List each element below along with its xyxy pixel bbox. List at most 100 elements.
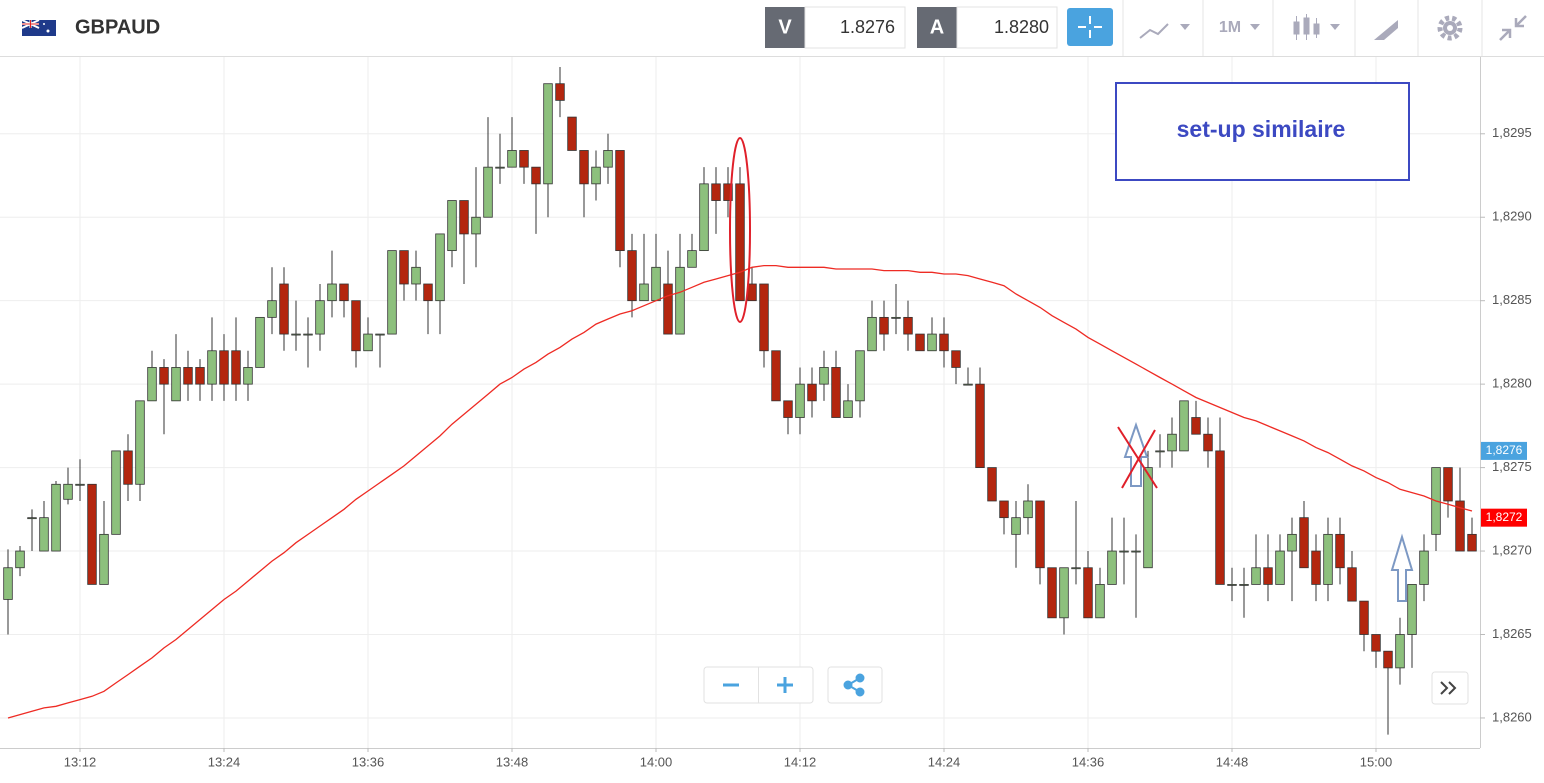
y-tick-label: 1,8260 bbox=[1492, 709, 1532, 724]
candle-body bbox=[963, 383, 973, 386]
candle-body bbox=[639, 283, 649, 302]
candle-body bbox=[1239, 584, 1249, 586]
candle-body bbox=[15, 550, 25, 569]
candle-body bbox=[387, 250, 397, 335]
candle-body bbox=[711, 183, 721, 201]
candle-body bbox=[651, 266, 661, 302]
ask-box[interactable] bbox=[956, 6, 1058, 49]
candle-body bbox=[879, 316, 889, 335]
candle-body bbox=[411, 266, 421, 285]
candle-body bbox=[543, 83, 553, 185]
candle-body bbox=[315, 300, 325, 335]
candle-body bbox=[1275, 550, 1285, 585]
candle-body bbox=[1371, 634, 1381, 652]
bid-label-box bbox=[765, 7, 805, 48]
candle-body bbox=[243, 367, 253, 385]
candle-body bbox=[1251, 567, 1261, 585]
moving-average-line bbox=[7, 264, 1473, 719]
candle-body bbox=[567, 116, 577, 151]
candle-body bbox=[291, 333, 301, 336]
candle-body bbox=[279, 283, 289, 335]
candle-body bbox=[63, 483, 73, 500]
indicators-button[interactable] bbox=[1139, 23, 1190, 39]
candle-body bbox=[831, 367, 841, 418]
candle-body bbox=[1455, 500, 1465, 552]
price-marker-label: 1,8276 bbox=[1486, 443, 1523, 457]
candle-body bbox=[51, 483, 61, 552]
candle-body bbox=[495, 166, 505, 169]
candle-body bbox=[915, 333, 925, 352]
settings-button[interactable] bbox=[1437, 15, 1463, 41]
share-box bbox=[827, 666, 883, 704]
timeframe[interactable]: 1M bbox=[1219, 19, 1241, 36]
candle-body bbox=[75, 483, 85, 486]
candle-body bbox=[555, 83, 565, 101]
annotations: set-up similaire bbox=[729, 82, 1414, 602]
candle-body bbox=[735, 183, 745, 302]
candle-body bbox=[699, 183, 709, 252]
candle-body bbox=[579, 150, 589, 185]
candle-body bbox=[603, 150, 613, 168]
candle-body bbox=[39, 517, 49, 552]
candle-body bbox=[687, 250, 697, 268]
x-tick-label: 14:24 bbox=[928, 754, 961, 769]
bid-price: 1.8276 bbox=[840, 17, 895, 37]
y-tick-label: 1,8285 bbox=[1492, 292, 1532, 307]
candle-body bbox=[531, 166, 541, 185]
candle-body bbox=[207, 350, 217, 385]
candle-body bbox=[483, 166, 493, 218]
arrow-up bbox=[1123, 421, 1149, 487]
candle-body bbox=[111, 450, 121, 535]
plot-area: 1,8260 1,8265 1,8270 1,8275 1,8280 1,8285 1,82… bbox=[0, 57, 1532, 769]
chart-type-button[interactable] bbox=[1293, 14, 1340, 40]
candle-body bbox=[1395, 634, 1405, 669]
candle-body bbox=[327, 283, 337, 302]
candle-body bbox=[747, 283, 757, 302]
crosshair-icon bbox=[1078, 16, 1102, 38]
candle-body bbox=[615, 150, 625, 252]
candle-body bbox=[1215, 450, 1225, 585]
price-marker bbox=[1481, 441, 1527, 460]
candle-body bbox=[1419, 550, 1429, 585]
candle-body bbox=[867, 316, 877, 352]
annotation-text: set-up similaire bbox=[1177, 116, 1346, 142]
candle-body bbox=[675, 266, 685, 335]
candle-body bbox=[1263, 567, 1273, 585]
candle-body bbox=[819, 367, 829, 385]
share-button[interactable] bbox=[843, 673, 865, 697]
candle-body bbox=[807, 383, 817, 402]
candle-body bbox=[183, 367, 193, 385]
x-tick-label: 14:48 bbox=[1216, 754, 1249, 769]
candle-body bbox=[1323, 533, 1333, 585]
crosshair-button[interactable] bbox=[1067, 8, 1113, 46]
x-tick-label: 14:36 bbox=[1072, 754, 1105, 769]
candle-body bbox=[759, 283, 769, 352]
candle-body bbox=[1287, 533, 1297, 552]
candle-body bbox=[459, 200, 469, 235]
candle-body bbox=[267, 300, 277, 318]
collapse-button[interactable] bbox=[1499, 15, 1527, 41]
candle-body bbox=[987, 467, 997, 502]
bid-box[interactable] bbox=[804, 6, 906, 49]
candle-body bbox=[723, 183, 733, 201]
cross-mark bbox=[1117, 426, 1158, 489]
candle-body bbox=[1299, 517, 1309, 569]
scroll-right-button[interactable] bbox=[1440, 681, 1457, 695]
candle-body bbox=[855, 350, 865, 402]
candle-body bbox=[1443, 467, 1453, 502]
zoom-in-button[interactable] bbox=[777, 677, 793, 693]
candle-body bbox=[507, 150, 517, 168]
price-marker-label: 1,8272 bbox=[1486, 510, 1523, 524]
drawing-button[interactable] bbox=[1374, 20, 1398, 40]
candle-body bbox=[1227, 584, 1237, 586]
candle-body bbox=[1179, 400, 1189, 452]
candle-body bbox=[1035, 500, 1045, 569]
candle-body bbox=[1071, 567, 1081, 570]
candle-body bbox=[951, 350, 961, 368]
zoom-controls bbox=[703, 666, 1469, 705]
candle-body bbox=[99, 533, 109, 585]
candle-body bbox=[1083, 567, 1093, 619]
candle-body bbox=[135, 400, 145, 485]
candle-body bbox=[195, 367, 205, 385]
